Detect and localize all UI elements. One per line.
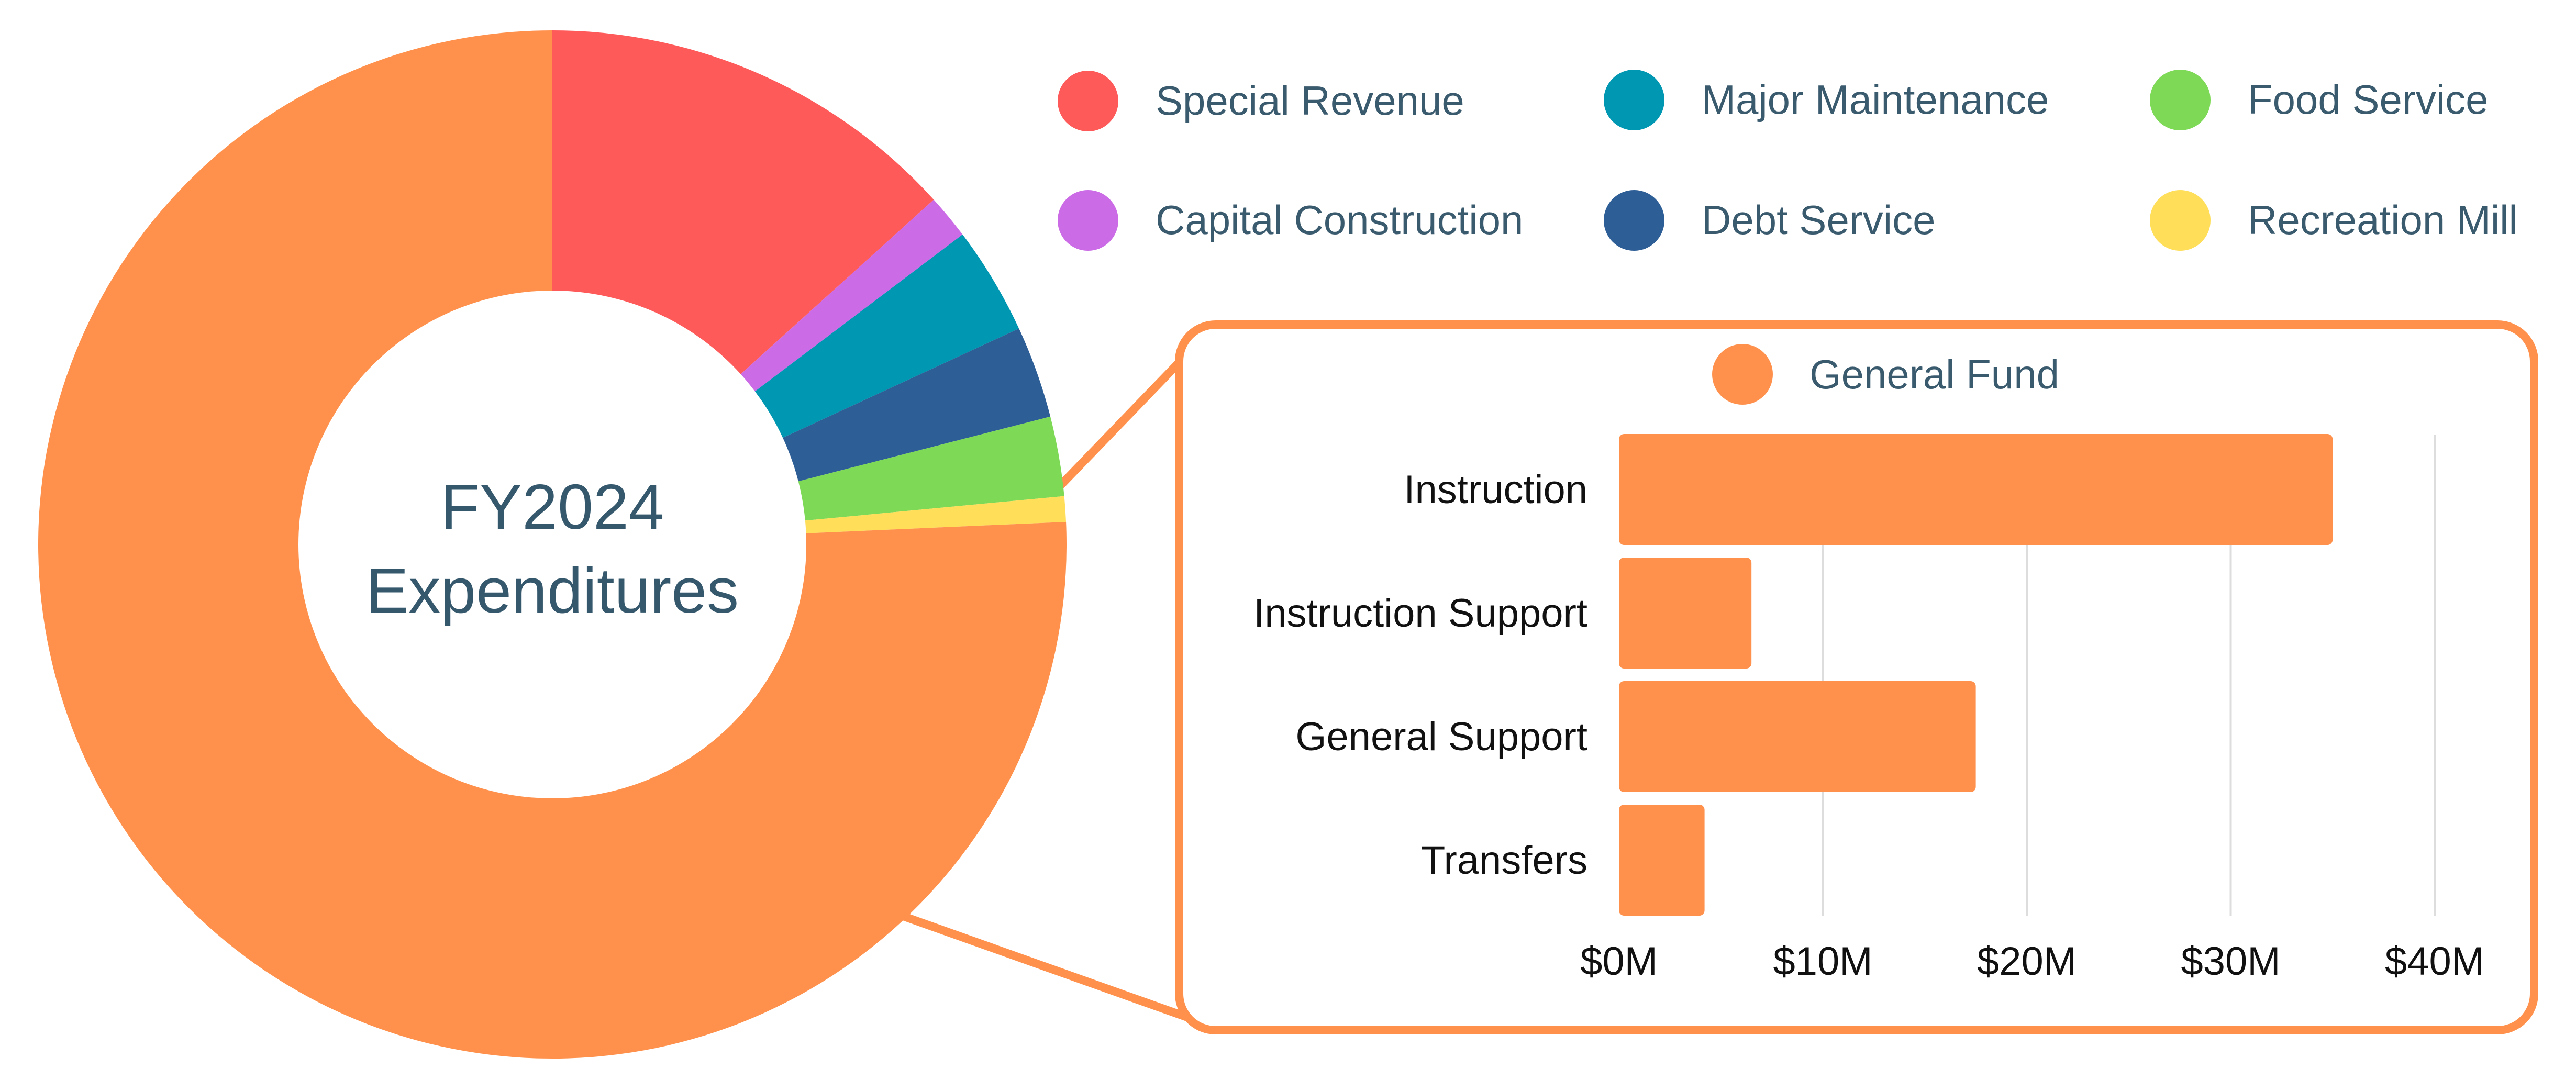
- legend-swatch: [1712, 344, 1773, 405]
- x-tick-label: $0M: [1580, 939, 1658, 984]
- bar-instruction: [1619, 434, 2333, 545]
- connector-bottom: [902, 912, 1214, 1030]
- legend-label: Recreation Mill: [2248, 197, 2518, 243]
- category-label-instruction-support: Instruction Support: [1253, 591, 1587, 636]
- bar-transfers: [1619, 805, 1705, 916]
- legend-label: Food Service: [2248, 76, 2489, 123]
- bar-series-general-fund: [1619, 434, 2333, 916]
- category-label-transfers: Transfers: [1421, 838, 1587, 883]
- legend-item-capital-construction: Capital Construction: [1058, 190, 1523, 251]
- breakout-connectors: [902, 354, 1214, 1030]
- connector-top: [1053, 354, 1187, 493]
- legend-swatch: [2150, 70, 2211, 130]
- legend-item-food-service: Food Service: [2150, 70, 2489, 130]
- legend-label: General Fund: [1809, 351, 2059, 397]
- legend-item-special-revenue: Special Revenue: [1058, 71, 1464, 131]
- bar-instruction-support: [1619, 558, 1752, 669]
- x-tick-label: $10M: [1773, 939, 1872, 984]
- donut-legend: Special Revenue Major Maintenance Food S…: [1058, 70, 2518, 251]
- legend-item-recreation-mill: Recreation Mill: [2150, 190, 2518, 251]
- category-label-instruction: Instruction: [1404, 467, 1587, 512]
- legend-swatch: [1058, 71, 1118, 131]
- legend-label: Capital Construction: [1156, 197, 1523, 243]
- panel-legend-item-general-fund: General Fund: [1712, 344, 2059, 405]
- legend-swatch: [2150, 190, 2211, 251]
- category-label-general-support: General Support: [1295, 715, 1587, 759]
- donut-hole: [298, 291, 806, 798]
- legend-item-major-maintenance: Major Maintenance: [1604, 70, 2049, 130]
- x-tick-label: $20M: [1977, 939, 2077, 984]
- legend-item-debt-service: Debt Service: [1604, 190, 1936, 251]
- legend-swatch: [1604, 70, 1664, 130]
- donut-center-title-line-2: Expenditures: [366, 555, 739, 626]
- general-fund-panel: [1175, 320, 2538, 1034]
- bar-category-labels: Instruction Instruction Support General Su…: [1253, 467, 1587, 883]
- legend-label: Special Revenue: [1156, 77, 1464, 124]
- x-tick-label: $30M: [2181, 939, 2280, 984]
- donut-center-title-line-1: FY2024: [440, 471, 664, 542]
- legend-swatch: [1058, 190, 1118, 251]
- legend-label: Debt Service: [1702, 197, 1936, 243]
- legend-swatch: [1604, 190, 1664, 251]
- x-tick-label: $40M: [2385, 939, 2484, 984]
- bar-x-tick-labels: $0M $10M $20M $30M $40M: [1580, 939, 2484, 984]
- bar-general-support: [1619, 681, 1976, 792]
- legend-label: Major Maintenance: [1702, 76, 2049, 123]
